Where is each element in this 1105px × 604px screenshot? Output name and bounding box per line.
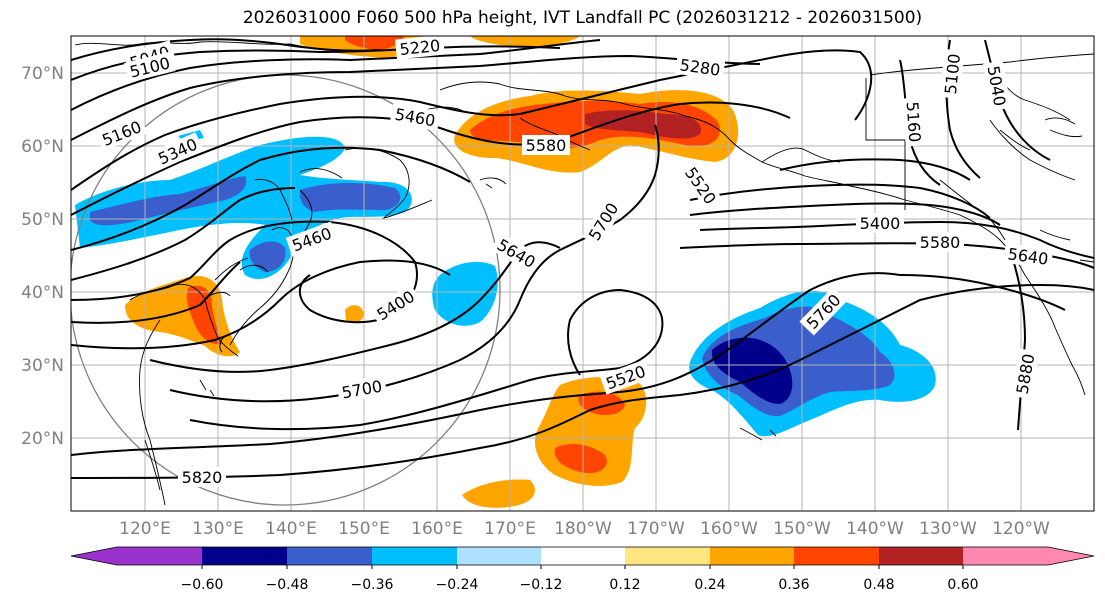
lon-label-150w: 150°W	[773, 519, 831, 539]
colorbar-tick-1: −0.60	[181, 577, 224, 593]
lat-label-70: 70°N	[21, 64, 64, 84]
colorbar-tick-8: 0.36	[778, 577, 809, 593]
colorbar-tick-10: 0.60	[947, 577, 978, 593]
colorbar: −0.60 −0.48 −0.36 −0.24 −0.12 0.12 0.24 …	[70, 546, 1095, 593]
latitude-labels: 70°N 60°N 50°N 40°N 30°N 20°N	[21, 64, 64, 449]
lat-label-40: 40°N	[21, 283, 64, 303]
ivt-strong-central-b	[554, 444, 607, 474]
ivt-extreme-alaska	[585, 110, 701, 139]
colorbar-low-extension	[71, 547, 117, 565]
colorbar-swatch-5	[457, 547, 541, 565]
contour-label-5580-east: 5580	[920, 233, 961, 252]
ivt-negative-okhotsk	[75, 136, 412, 279]
colorbar-high-extension	[1048, 547, 1094, 565]
longitude-labels: 120°E 130°E 140°E 150°E 160°E 170°E 180°…	[119, 519, 1050, 539]
contour-label-5160-east: 5160	[903, 101, 925, 143]
lat-label-30: 30°N	[21, 356, 64, 376]
ivt-moderate-okhotsk	[90, 176, 247, 226]
colorbar-swatch-10	[879, 547, 963, 565]
lon-label-120w: 120°W	[992, 519, 1050, 539]
lon-label-120e: 120°E	[119, 519, 171, 539]
colorbar-tick-4: −0.24	[436, 577, 479, 593]
ivt-strong-arctic	[345, 36, 405, 50]
colorbar-swatch-3	[287, 547, 372, 565]
colorbar-tick-5: −0.12	[520, 577, 563, 593]
lon-label-140w: 140°W	[846, 519, 904, 539]
colorbar-swatch-2	[202, 547, 287, 565]
ivt-weak-central	[432, 261, 498, 326]
colorbar-outline	[70, 546, 1095, 566]
ivt-moderate-kamchatka	[299, 183, 401, 212]
lon-label-140e: 140°E	[265, 519, 317, 539]
colorbar-tick-6: 0.12	[609, 577, 640, 593]
colorbar-swatch-9	[794, 547, 879, 565]
contour-labels: 5040 5100 5160 5220 5280 5340 5460 5580 …	[95, 36, 1054, 487]
lat-label-60: 60°N	[21, 137, 64, 157]
colorbar-tick-7: 0.24	[694, 577, 725, 593]
contour-label-5100-east: 5100	[941, 53, 964, 95]
lon-label-180w: 180°W	[554, 519, 612, 539]
colorbar-tick-3: −0.36	[351, 577, 394, 593]
colorbar-swatch-11	[963, 547, 1048, 565]
lon-label-130e: 130°E	[192, 519, 244, 539]
ivt-positive-east-china-2	[345, 305, 364, 324]
colorbar-swatch-4	[372, 547, 457, 565]
lon-label-170w: 170°W	[627, 519, 685, 539]
ivt-positive-south	[462, 479, 535, 508]
lon-label-170e: 170°E	[484, 519, 536, 539]
colorbar-tick-2: −0.48	[266, 577, 309, 593]
map-frame	[70, 35, 1095, 512]
lon-label-160w: 160°W	[700, 519, 758, 539]
lon-label-150e: 150°E	[338, 519, 390, 539]
colorbar-swatch-8	[710, 547, 794, 565]
map-title: 2026031000 F060 500 hPa height, IVT Land…	[242, 8, 923, 28]
coastlines	[74, 41, 1094, 506]
ivt-moderate-japan-sea	[249, 241, 286, 272]
colorbar-tick-9: 0.48	[863, 577, 894, 593]
contour-label-5580: 5580	[526, 136, 567, 155]
lat-label-20: 20°N	[21, 429, 64, 449]
contour-label-5820: 5820	[182, 468, 223, 487]
contour-label-5220: 5220	[399, 36, 441, 59]
lat-label-50: 50°N	[21, 210, 64, 230]
ivt-strong-ne-pacific	[711, 337, 793, 404]
contour-label-5400-east: 5400	[860, 214, 901, 233]
lon-label-130w: 130°W	[919, 519, 977, 539]
ivt-positive-arctic-2	[470, 36, 580, 47]
colorbar-swatch-1	[117, 547, 202, 565]
lon-label-160e: 160°E	[411, 519, 463, 539]
colorbar-swatch-7	[625, 547, 710, 565]
colorbar-swatch-6	[541, 547, 625, 565]
ivt-strong-east-china	[186, 285, 222, 345]
